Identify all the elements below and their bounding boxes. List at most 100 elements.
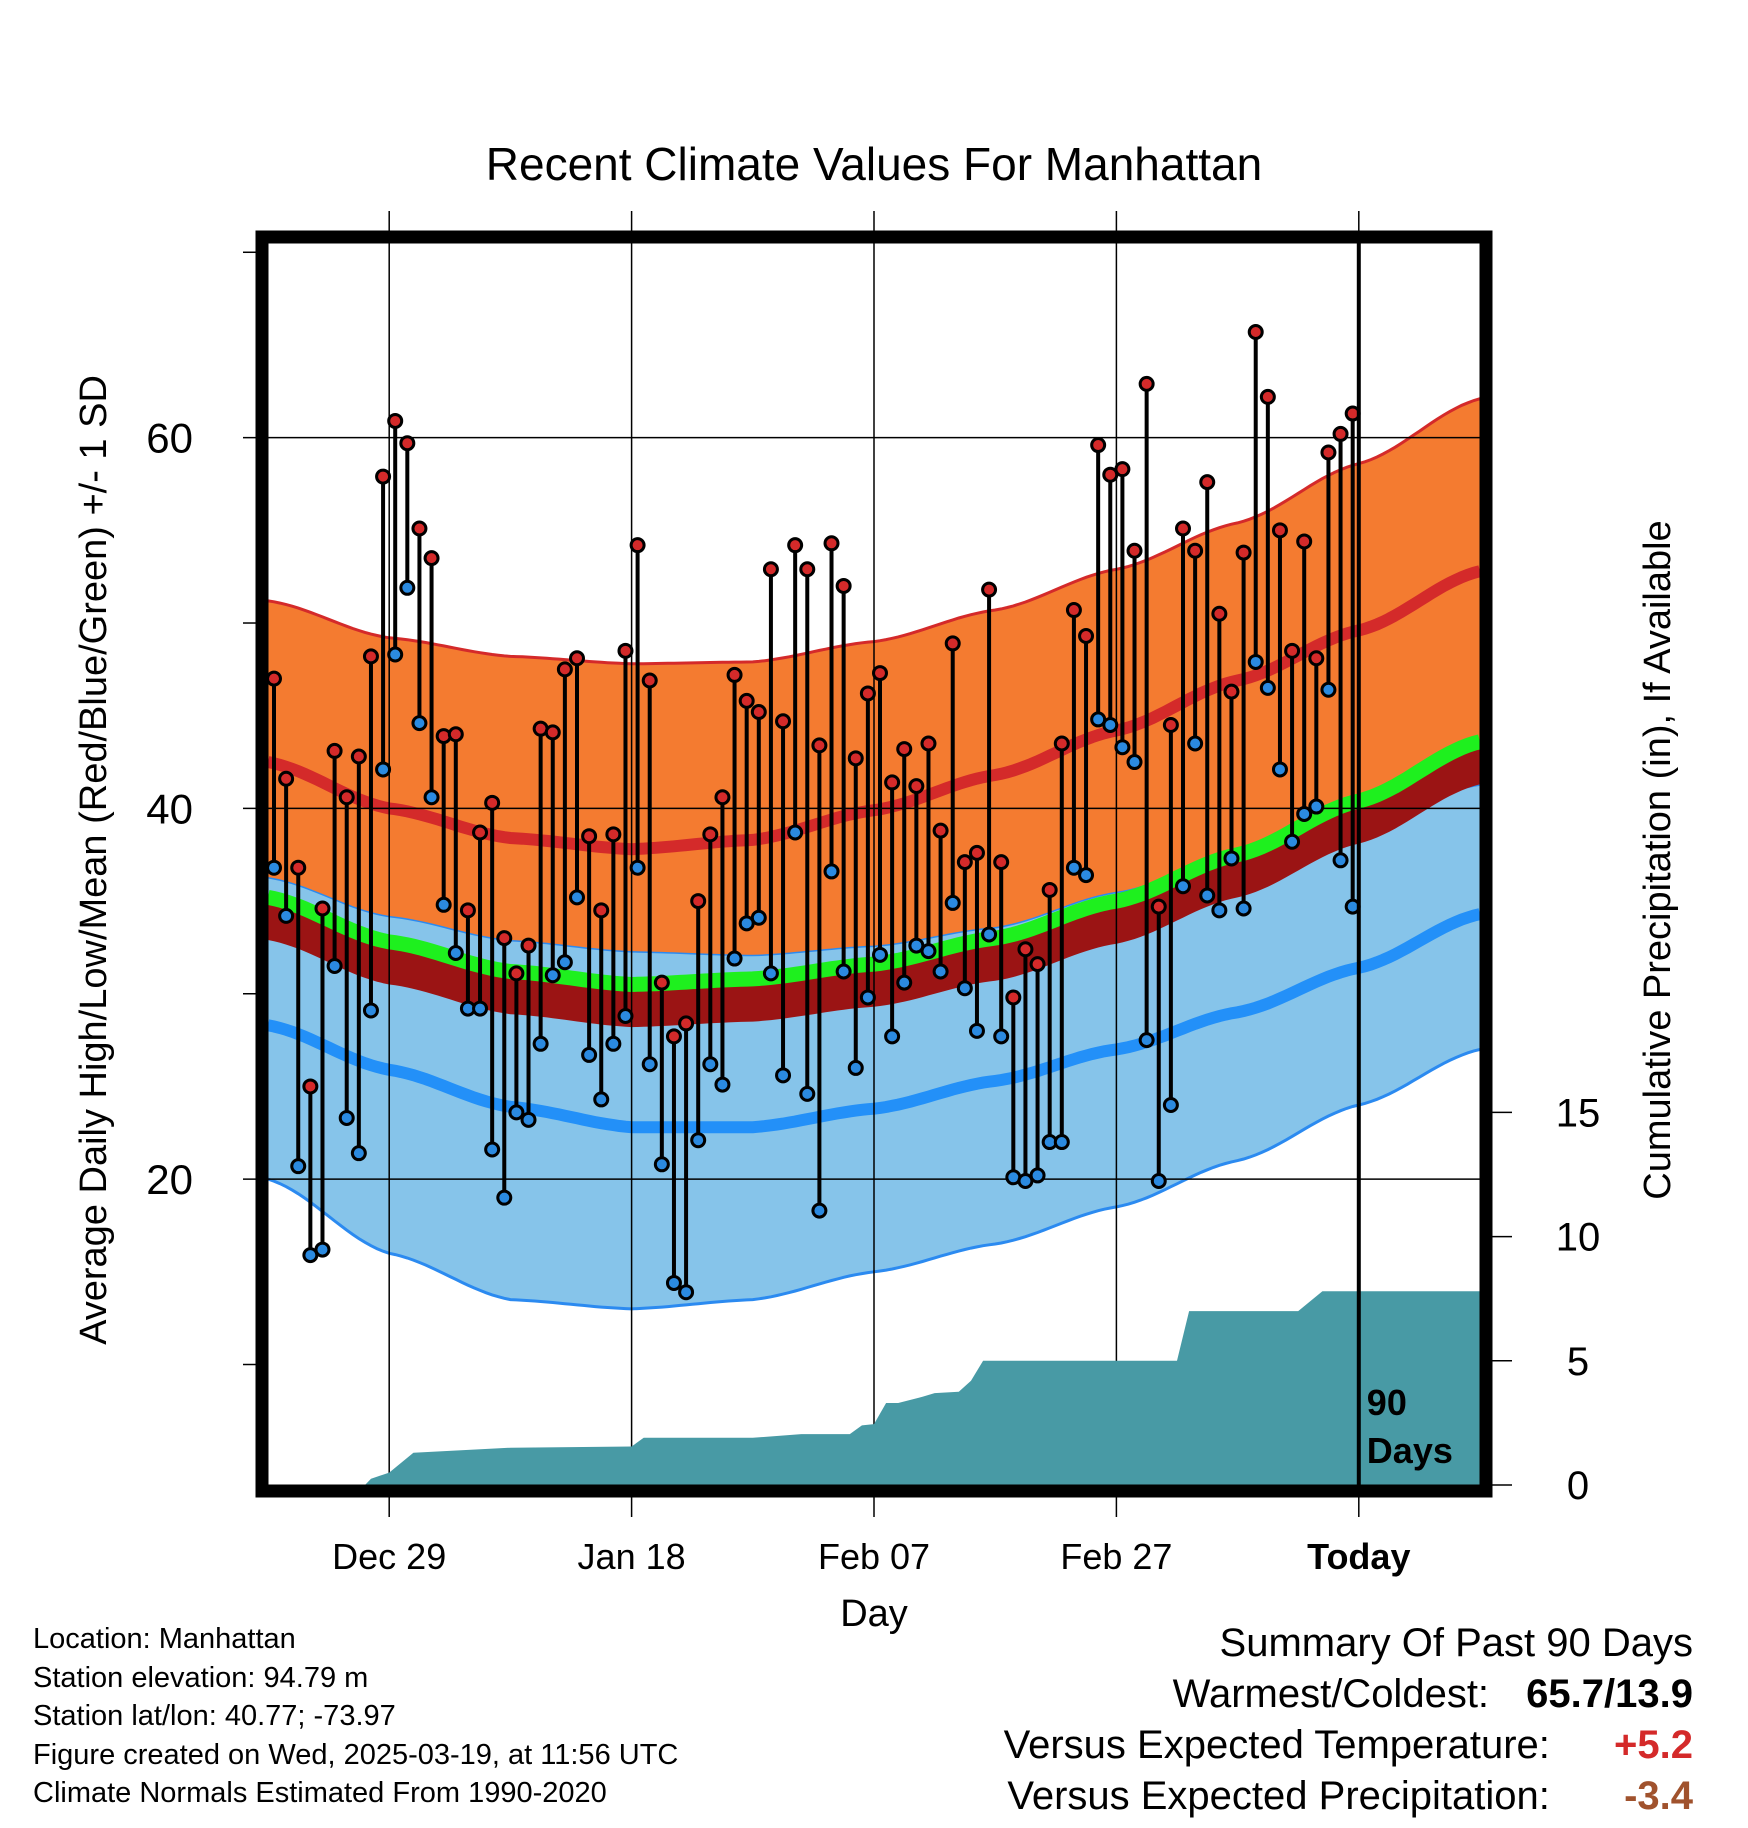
daily-high-point <box>290 859 307 876</box>
daily-low-point <box>1320 681 1337 698</box>
daily-observation <box>447 726 464 961</box>
daily-observation <box>362 648 379 1019</box>
daily-low-point <box>750 909 767 926</box>
summary-warmest-coldest: Warmest/Coldest: 65.7/13.9 <box>1004 1669 1693 1720</box>
daily-high-point <box>362 648 379 665</box>
daily-observation <box>823 535 840 880</box>
daily-observation <box>472 824 489 1017</box>
y-right-tick-label: 5 <box>1567 1340 1589 1384</box>
daily-low-point <box>278 907 295 924</box>
summary-temperature: Versus Expected Temperature: +5.2 <box>1004 1720 1693 1771</box>
x-axis-label: Day <box>840 1593 908 1635</box>
daily-low-point <box>944 894 961 911</box>
daily-high-point <box>1320 444 1337 461</box>
daily-observation <box>944 635 961 911</box>
y-axis-right-label: Cumulative Precipitation (in), If Availa… <box>1637 520 1679 1199</box>
daily-observation <box>762 561 779 982</box>
daily-high-point <box>556 661 573 678</box>
daily-low-point <box>714 1076 731 1093</box>
daily-observation <box>702 826 719 1073</box>
daily-observation <box>750 703 767 926</box>
y-left-tick-label: 20 <box>146 1156 193 1203</box>
daily-observation <box>1138 375 1155 1049</box>
daily-low-point <box>520 1111 537 1128</box>
daily-high-point <box>1235 544 1252 561</box>
daily-observation <box>569 650 585 906</box>
plot-frame <box>255 230 1493 1498</box>
daily-observation <box>932 822 949 980</box>
axes: 20 40 60 0 5 10 15 Dec 29 Jan 18 Feb 07 Feb 27 Toda… <box>146 211 1600 1577</box>
daily-observation <box>290 859 307 1175</box>
daily-observation <box>605 826 622 1052</box>
daily-high-point <box>1078 627 1095 644</box>
daily-low-point <box>956 980 973 997</box>
daily-high-point <box>920 735 937 752</box>
daily-high-point <box>1041 881 1058 898</box>
daily-low-point <box>932 963 949 980</box>
daily-observation <box>617 642 634 1025</box>
daily-low-point <box>1284 833 1301 850</box>
daily-low-point <box>1102 716 1119 733</box>
daily-observation <box>532 720 549 1052</box>
daily-low-point <box>326 957 343 974</box>
daily-low-point <box>1114 739 1131 756</box>
daily-low-point <box>1162 1096 1179 1113</box>
daily-high-point <box>775 713 792 730</box>
summary-title: Summary Of Past 90 Days <box>1219 1621 1693 1665</box>
daily-low-point <box>375 761 392 778</box>
daily-high-point <box>581 828 598 845</box>
daily-high-point <box>665 1028 682 1045</box>
daily-high-point <box>459 902 476 919</box>
daily-high-point <box>690 893 707 910</box>
daily-low-point <box>1332 852 1349 869</box>
daily-high-point <box>859 685 876 702</box>
daily-low-point <box>605 1035 622 1052</box>
daily-low-point <box>968 1022 985 1039</box>
elevation-text: Station elevation: 94.79 m <box>33 1661 369 1694</box>
daily-high-point <box>1211 605 1228 622</box>
daily-high-point <box>326 742 343 759</box>
daily-low-point <box>702 1056 719 1073</box>
daily-observation <box>314 900 331 1258</box>
daily-high-point <box>268 670 282 687</box>
daily-observation <box>387 412 404 663</box>
daily-high-point <box>787 537 804 554</box>
daily-high-point <box>1247 323 1264 340</box>
daily-observation <box>496 930 513 1206</box>
daily-low-point <box>268 859 282 876</box>
daily-high-point <box>750 703 767 720</box>
daily-observation <box>775 713 792 1084</box>
daily-low-point <box>993 1028 1010 1045</box>
daily-low-point <box>617 1008 634 1025</box>
daily-observation <box>1223 683 1240 867</box>
daily-observation <box>1308 650 1325 815</box>
daily-high-point <box>1332 425 1349 442</box>
daily-low-point <box>1271 761 1288 778</box>
daily-observation <box>714 789 731 1093</box>
daily-low-point <box>847 1059 864 1076</box>
daily-observation <box>326 742 343 974</box>
daily-observation <box>1029 956 1046 1184</box>
x-tick-label: Jan 18 <box>578 1536 686 1577</box>
x-tick-label: Today <box>1307 1536 1410 1577</box>
daily-high-point <box>896 741 913 758</box>
daily-high-point <box>1199 474 1216 491</box>
chart-title: Recent Climate Values For Manhattan <box>486 138 1262 190</box>
daily-observation <box>268 670 282 876</box>
daily-high-point <box>653 974 670 991</box>
warmest-coldest-label: Warmest/Coldest: <box>1172 1672 1490 1716</box>
warmest-coldest-value: 65.7/13.9 <box>1526 1672 1693 1716</box>
daily-observation <box>1247 323 1264 670</box>
daily-observation <box>338 789 355 1126</box>
daily-low-point <box>411 715 428 732</box>
x-tick-label: Feb 07 <box>818 1536 930 1577</box>
daily-low-point <box>1223 850 1240 867</box>
daily-low-point <box>1126 754 1143 771</box>
daily-low-point <box>726 950 743 967</box>
daily-high-point <box>1187 542 1204 559</box>
daily-high-point <box>508 965 525 982</box>
daily-high-point <box>338 789 355 806</box>
daily-low-point <box>593 1091 610 1108</box>
daily-high-point <box>908 778 925 795</box>
